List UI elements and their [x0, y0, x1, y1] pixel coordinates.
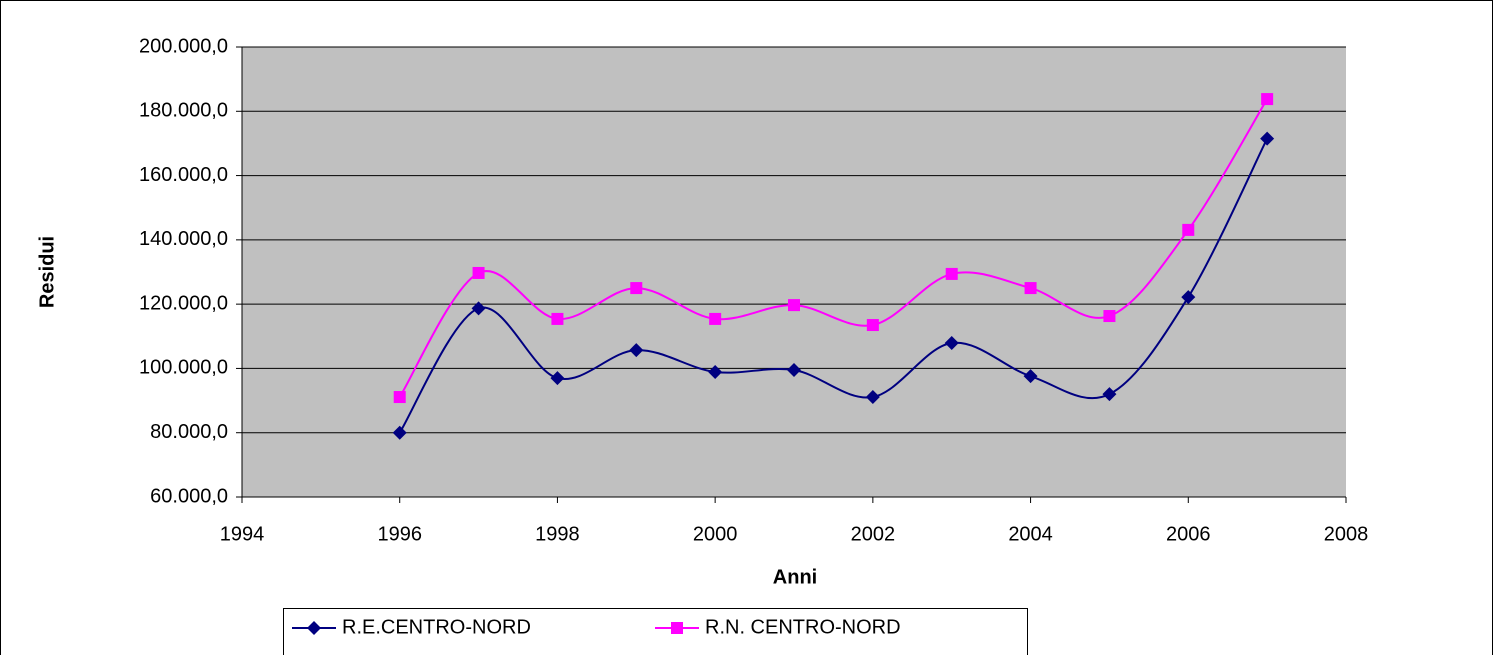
- marker: [865, 390, 880, 405]
- marker: [392, 425, 407, 440]
- marker: [788, 299, 800, 312]
- x-tick-label: 2002: [851, 523, 896, 545]
- y-tick-label: 160.000,0: [139, 164, 228, 186]
- x-tick-label: 2000: [693, 523, 738, 545]
- series-line: [398, 98, 1268, 398]
- marker: [550, 371, 565, 386]
- marker: [1182, 223, 1195, 236]
- x-tick-label: 1994: [220, 523, 265, 545]
- marker: [551, 312, 564, 325]
- legend-label: R.N. CENTRO-NORD: [705, 616, 901, 638]
- marker: [945, 267, 958, 280]
- y-tick-label: 120.000,0: [139, 292, 228, 314]
- x-tick-label: 2004: [1008, 523, 1053, 545]
- marker: [629, 343, 644, 358]
- x-tick-label: 1996: [377, 523, 422, 545]
- x-tick-label: 1998: [535, 523, 580, 545]
- marker: [1023, 369, 1038, 384]
- marker: [630, 282, 643, 295]
- y-tick-label: 180.000,0: [139, 100, 228, 122]
- marker: [1261, 93, 1274, 106]
- marker: [1024, 282, 1037, 295]
- y-tick-label: 60.000,0: [150, 485, 228, 507]
- x-tick-label: 2006: [1166, 523, 1211, 545]
- marker: [787, 363, 801, 378]
- legend-box: [283, 608, 1028, 655]
- series-line: [398, 138, 1269, 434]
- marker: [709, 312, 722, 325]
- marker: [472, 266, 485, 279]
- x-tick-label: 2008: [1324, 523, 1369, 545]
- marker: [1103, 310, 1116, 323]
- marker: [1102, 387, 1117, 402]
- y-tick-label: 200.000,0: [139, 35, 228, 57]
- marker: [1181, 290, 1196, 305]
- plot-area: [242, 47, 1346, 497]
- marker: [1260, 131, 1275, 146]
- y-axis-title: Residui: [36, 236, 58, 308]
- y-tick-label: 80.000,0: [150, 421, 228, 443]
- marker: [471, 301, 486, 316]
- y-tick-label: 140.000,0: [139, 228, 228, 250]
- marker: [671, 622, 683, 634]
- marker: [393, 391, 406, 404]
- marker: [866, 319, 879, 332]
- marker: [307, 621, 321, 635]
- y-tick-label: 100.000,0: [139, 357, 228, 379]
- marker: [944, 336, 959, 351]
- marker: [708, 364, 723, 379]
- legend-label: R.E.CENTRO-NORD: [342, 616, 531, 638]
- x-axis-title: Anni: [773, 566, 817, 588]
